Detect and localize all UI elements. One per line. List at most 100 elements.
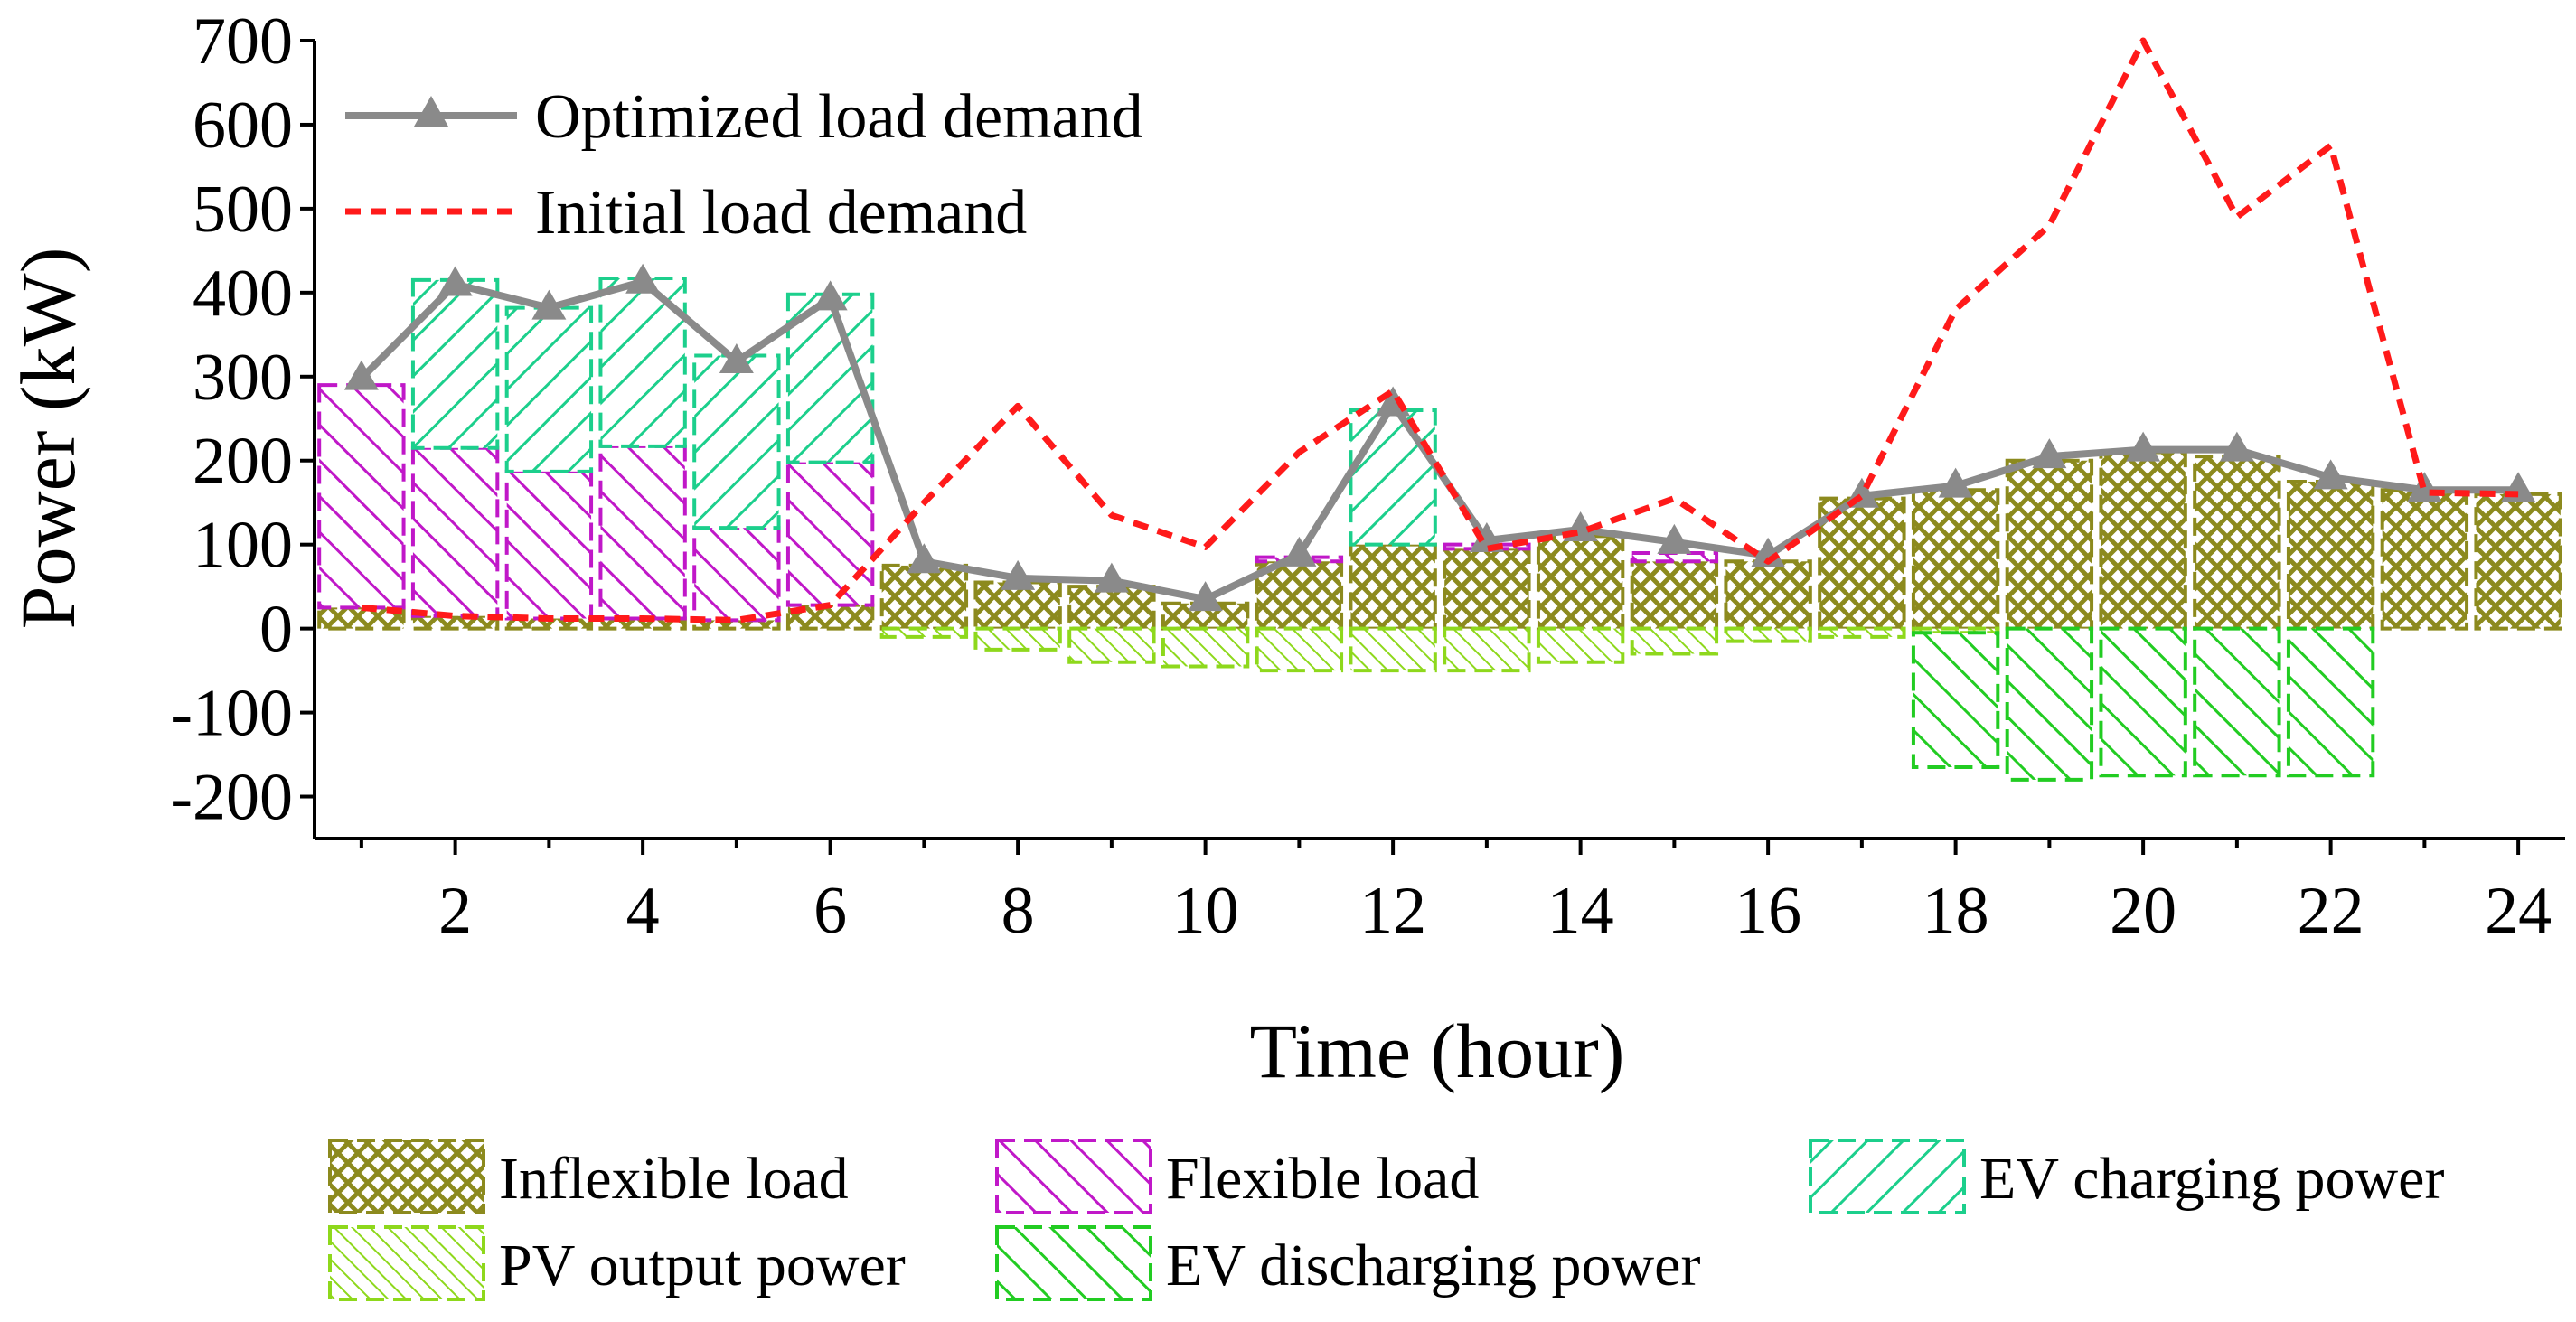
bar-pv-7 xyxy=(879,626,969,639)
legend-initial-label: Initial load demand xyxy=(535,178,1027,248)
y-axis-title: Power (kW) xyxy=(5,248,91,630)
legend-optimized-entry: Optimized load demand xyxy=(345,82,1143,152)
lines-layer xyxy=(343,37,2536,623)
marker-optimized-4 xyxy=(625,263,661,294)
marker-optimized-3 xyxy=(531,289,567,320)
bars-layer xyxy=(317,277,2562,782)
bar-inflexible-22 xyxy=(2286,479,2375,631)
bar-pv-14 xyxy=(1536,626,1625,664)
bar-inflexible-18 xyxy=(1911,488,2000,631)
x-tick-label-8: 8 xyxy=(1001,874,1035,948)
legend-swatch-evcharge xyxy=(1809,1139,1966,1214)
x-tick-label-4: 4 xyxy=(626,874,660,948)
y-tick-label-0: 0 xyxy=(259,593,293,667)
marker-optimized-21 xyxy=(2219,431,2254,462)
bar-evdischarge-20 xyxy=(2099,626,2187,778)
legend-pv-label: PV output power xyxy=(499,1233,906,1299)
y-tick-label-300: 300 xyxy=(193,341,293,415)
bar-inflexible-7 xyxy=(879,563,969,631)
marker-optimized-11 xyxy=(1282,536,1317,567)
legend-swatch-evdischarge xyxy=(995,1225,1152,1301)
marker-optimized-16 xyxy=(1751,537,1786,567)
marker-optimized-6 xyxy=(813,280,848,311)
legend-initial-entry: Initial load demand xyxy=(345,178,1027,248)
x-tick-label-12: 12 xyxy=(1359,874,1426,948)
bar-inflexible-21 xyxy=(2193,455,2281,631)
triangle-marker-icon xyxy=(414,96,448,127)
bar-evcharge-2 xyxy=(410,277,500,450)
y-tick-label--100: -100 xyxy=(170,677,293,751)
marker-optimized-22 xyxy=(2313,459,2348,490)
bar-inflexible-2 xyxy=(410,614,500,631)
bar-inflexible-24 xyxy=(2474,492,2562,631)
x-axis-title: Time (hour) xyxy=(1250,1008,1625,1094)
legend-flexible-label: Flexible load xyxy=(1166,1146,1479,1212)
bar-pv-12 xyxy=(1349,626,1437,673)
legend-swatch-inflexible xyxy=(328,1139,485,1214)
marker-optimized-20 xyxy=(2126,431,2161,462)
bar-pv-13 xyxy=(1443,626,1531,673)
bar-pv-15 xyxy=(1630,626,1719,656)
bar-evdischarge-22 xyxy=(2286,626,2375,778)
line-legend: Optimized load demand Initial load deman… xyxy=(345,82,1143,248)
legend-evdischarge-label: EV discharging power xyxy=(1166,1233,1700,1299)
marker-optimized-15 xyxy=(1657,523,1692,554)
bar-evcharge-5 xyxy=(692,353,781,530)
bar-pv-11 xyxy=(1255,626,1344,673)
bar-inflexible-14 xyxy=(1536,534,1625,631)
marker-optimized-2 xyxy=(437,266,473,296)
bar-pv-8 xyxy=(973,626,1062,652)
bar-inflexible-20 xyxy=(2099,450,2187,631)
bar-evdischarge-19 xyxy=(2005,626,2094,782)
bar-pv-16 xyxy=(1724,626,1812,643)
x-tick-label-22: 22 xyxy=(2298,874,2364,948)
marker-optimized-5 xyxy=(719,343,754,374)
x-tick-label-10: 10 xyxy=(1172,874,1239,948)
bar-evdischarge-18 xyxy=(1911,631,2000,769)
bar-flexible-1 xyxy=(317,383,406,610)
marker-optimized-1 xyxy=(343,360,379,390)
marker-optimized-18 xyxy=(1938,467,1973,498)
bar-pv-17 xyxy=(1818,626,1906,639)
bar-flexible-15 xyxy=(1630,550,1719,564)
bar-flexible-4 xyxy=(598,444,687,621)
marker-optimized-19 xyxy=(2032,438,2067,469)
bar-pv-9 xyxy=(1067,626,1156,664)
line-initial xyxy=(361,37,2519,623)
marker-optimized-10 xyxy=(1188,581,1223,612)
y-tick-label--200: -200 xyxy=(170,761,293,835)
y-tick-label-500: 500 xyxy=(193,173,293,247)
bar-flexible-3 xyxy=(504,469,594,621)
y-tick-label-100: 100 xyxy=(193,509,293,583)
legend-swatch-flexible xyxy=(995,1139,1152,1214)
x-tick-label-24: 24 xyxy=(2485,874,2552,948)
bar-evcharge-3 xyxy=(504,305,594,473)
bar-inflexible-12 xyxy=(1349,542,1437,631)
bar-legend: Inflexible load Flexible load EV chargin… xyxy=(328,1139,2444,1301)
x-tick-label-20: 20 xyxy=(2110,874,2176,948)
bar-inflexible-16 xyxy=(1724,559,1812,631)
x-tick-label-18: 18 xyxy=(1923,874,1989,948)
legend-swatch-pv xyxy=(328,1225,485,1301)
legend-optimized-label: Optimized load demand xyxy=(535,82,1143,152)
bar-inflexible-6 xyxy=(785,603,875,631)
bar-inflexible-13 xyxy=(1443,547,1531,631)
y-tick-label-700: 700 xyxy=(193,5,293,79)
bar-pv-10 xyxy=(1161,626,1250,669)
y-tick-label-400: 400 xyxy=(193,257,293,331)
bar-evdischarge-21 xyxy=(2193,626,2281,778)
bar-pv-18 xyxy=(1911,626,2000,635)
bar-evcharge-12 xyxy=(1349,408,1437,547)
x-tick-label-16: 16 xyxy=(1735,874,1801,948)
bar-flexible-6 xyxy=(785,460,875,607)
bar-flexible-2 xyxy=(410,445,500,618)
legend-inflexible-label: Inflexible load xyxy=(499,1146,849,1212)
x-tick-label-6: 6 xyxy=(813,874,847,948)
y-tick-label-200: 200 xyxy=(193,425,293,499)
bar-inflexible-19 xyxy=(2005,458,2094,631)
x-tick-label-2: 2 xyxy=(438,874,472,948)
marker-optimized-8 xyxy=(1001,559,1036,590)
bar-flexible-5 xyxy=(692,526,781,623)
